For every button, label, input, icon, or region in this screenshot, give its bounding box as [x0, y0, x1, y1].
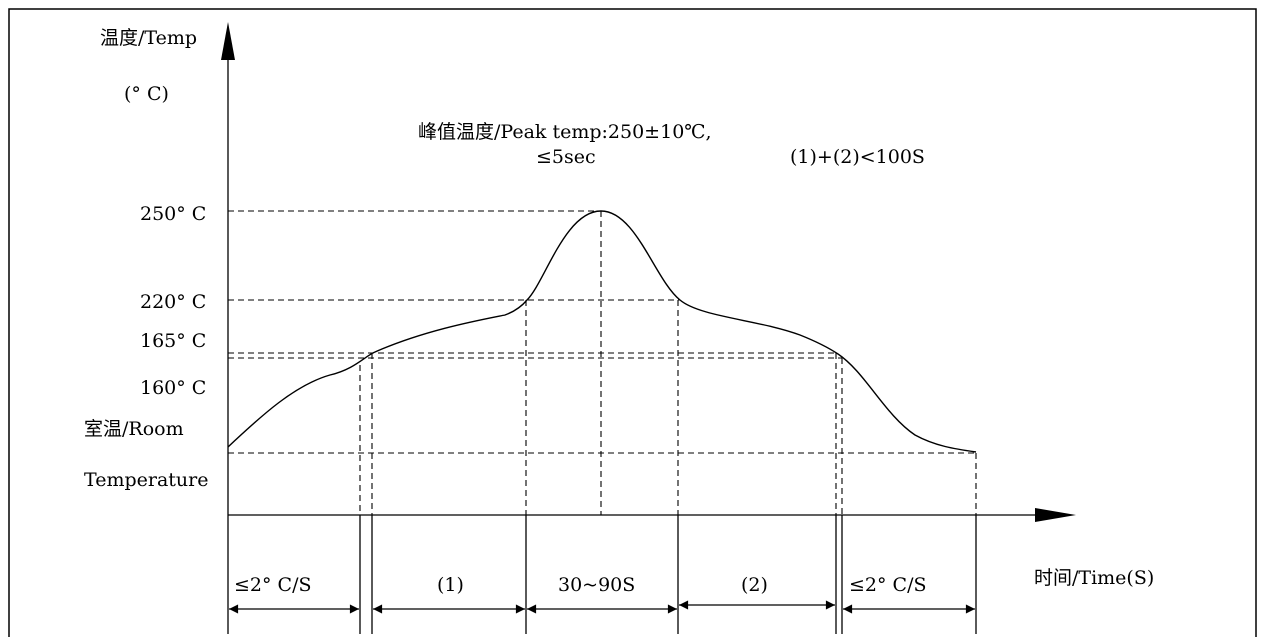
segment-label-3: 30~90S — [558, 574, 635, 596]
room-temp-label-2: Temperature — [84, 469, 208, 491]
segment-label-5: ≤2° C/S — [849, 574, 927, 596]
peak-note-line1: 峰值温度/Peak temp:250±10℃, — [418, 121, 712, 143]
outer-frame — [8, 8, 1257, 637]
level-220-label: 220° C — [140, 291, 206, 313]
level-165-label: 165° C — [140, 330, 206, 352]
time-sum-note: (1)+(2)<100S — [790, 146, 925, 168]
segment-label-4: (2) — [741, 574, 768, 596]
segment-label-1: ≤2° C/S — [234, 574, 312, 596]
y-axis-title: 温度/Temp — [100, 27, 197, 49]
temperature-profile-curve — [227, 210, 977, 453]
peak-note-line2: ≤5sec — [536, 146, 596, 168]
segment-label-2: (1) — [437, 574, 464, 596]
x-axis-title: 时间/Time(S) — [1034, 567, 1154, 589]
y-axis-arrow — [221, 22, 235, 60]
x-axis-arrow — [1035, 508, 1076, 522]
level-160-label: 160° C — [140, 377, 206, 399]
level-250-label: 250° C — [140, 203, 206, 225]
y-axis-unit: (° C) — [124, 83, 169, 105]
room-temp-label-1: 室温/Room — [84, 418, 184, 440]
